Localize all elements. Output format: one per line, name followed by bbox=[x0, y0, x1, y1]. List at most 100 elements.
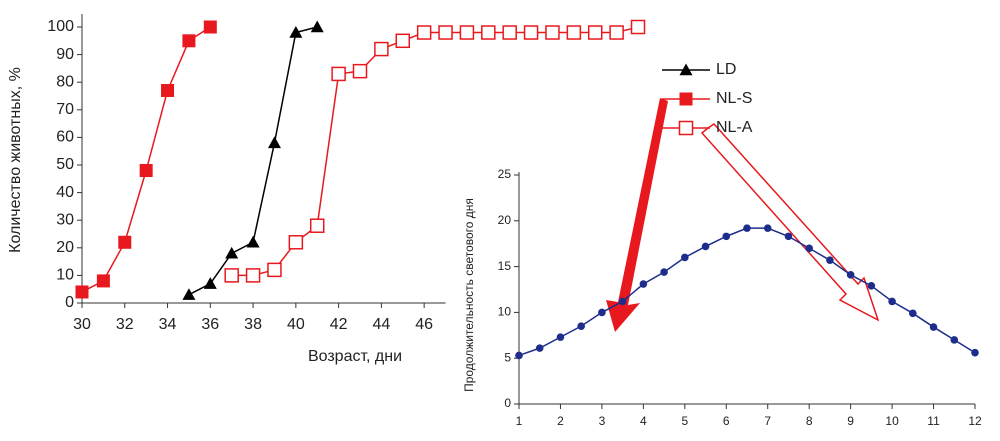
marker bbox=[182, 288, 196, 300]
x-tick-label: 34 bbox=[159, 316, 177, 333]
x-tick-label: 8 bbox=[806, 414, 813, 428]
marker bbox=[331, 66, 346, 82]
marker bbox=[950, 336, 959, 344]
arrow-nl-s bbox=[606, 98, 668, 332]
marker bbox=[556, 333, 565, 341]
marker bbox=[971, 348, 979, 357]
marker bbox=[246, 235, 260, 248]
x-tick-label: 32 bbox=[116, 316, 134, 333]
marker bbox=[245, 268, 261, 283]
marker bbox=[681, 253, 689, 262]
marker bbox=[722, 232, 731, 241]
marker bbox=[784, 232, 793, 241]
x-tick-label: 42 bbox=[330, 316, 348, 333]
marker bbox=[639, 280, 648, 288]
marker bbox=[118, 235, 132, 249]
marker bbox=[660, 268, 668, 276]
x-tick-label: 38 bbox=[244, 316, 262, 333]
x-tick-label: 2 bbox=[557, 414, 564, 428]
y-tick-label: 0 bbox=[504, 396, 511, 410]
y-tick-label: 80 bbox=[56, 73, 74, 90]
marker bbox=[267, 262, 282, 278]
y-tick-label: 10 bbox=[56, 267, 74, 284]
x-tick-label: 30 bbox=[73, 316, 91, 333]
marker bbox=[763, 224, 772, 232]
series-line bbox=[188, 26, 318, 296]
x-tick-label: 6 bbox=[723, 414, 730, 428]
y-tick-label: 10 bbox=[498, 305, 512, 319]
marker bbox=[609, 25, 624, 40]
marker bbox=[566, 25, 582, 40]
x-tick-label: 3 bbox=[599, 414, 606, 428]
marker bbox=[535, 344, 544, 352]
marker bbox=[267, 136, 281, 149]
y-tick-label: 20 bbox=[56, 239, 74, 256]
marker bbox=[75, 285, 89, 299]
y-tick-label: 20 bbox=[498, 213, 512, 227]
marker bbox=[502, 25, 517, 40]
y-tick-label: 50 bbox=[56, 156, 74, 173]
x-tick-label: 44 bbox=[372, 316, 390, 333]
x-tick-label: 46 bbox=[415, 316, 433, 333]
y-tick-label: 40 bbox=[56, 184, 74, 201]
marker bbox=[309, 218, 325, 233]
marker bbox=[139, 164, 153, 178]
x-tick-label: 10 bbox=[885, 414, 899, 428]
marker bbox=[374, 41, 389, 57]
x-tick-label: 40 bbox=[287, 316, 305, 333]
marker bbox=[161, 83, 175, 97]
marker bbox=[310, 20, 324, 33]
marker bbox=[805, 244, 813, 253]
y-tick-label: 5 bbox=[504, 350, 511, 364]
x-tick-label: 1 bbox=[516, 414, 523, 428]
y-tick-label: 90 bbox=[56, 46, 74, 63]
marker bbox=[888, 297, 896, 306]
marker bbox=[203, 277, 217, 289]
marker bbox=[288, 235, 304, 250]
legend-label: NL-A bbox=[716, 119, 753, 136]
y-tick-label: 60 bbox=[56, 129, 74, 146]
x-tick-label: 11 bbox=[927, 414, 940, 428]
series-line bbox=[81, 26, 211, 293]
marker bbox=[577, 322, 585, 330]
marker bbox=[481, 25, 496, 40]
legend-marker bbox=[679, 63, 693, 76]
x-tick-label: 4 bbox=[640, 414, 647, 428]
marker bbox=[352, 63, 368, 79]
marker bbox=[416, 25, 432, 40]
x-tick-label: 7 bbox=[764, 414, 771, 428]
series-line bbox=[518, 227, 976, 357]
marker bbox=[545, 25, 560, 40]
x-tick-label: 5 bbox=[681, 414, 688, 428]
marker bbox=[523, 25, 539, 40]
marker bbox=[96, 274, 110, 288]
marker bbox=[395, 33, 411, 49]
marker bbox=[618, 297, 627, 306]
marker bbox=[929, 323, 938, 331]
marker bbox=[587, 25, 603, 40]
marker bbox=[459, 25, 475, 40]
marker bbox=[598, 308, 606, 317]
y-tick-label: 0 bbox=[65, 294, 74, 311]
y-tick-label: 70 bbox=[56, 101, 74, 118]
marker bbox=[515, 351, 523, 360]
marker bbox=[743, 224, 751, 232]
x-axis-label: Возраст, дни bbox=[308, 348, 402, 365]
y-tick-label: 30 bbox=[56, 211, 74, 228]
marker bbox=[701, 242, 710, 251]
x-tick-label: 36 bbox=[201, 316, 219, 333]
marker bbox=[225, 246, 239, 259]
legend-label: LD bbox=[716, 61, 736, 78]
y-axis-label: Количество животных, % bbox=[7, 67, 24, 253]
marker bbox=[289, 26, 303, 38]
marker bbox=[438, 25, 453, 40]
marker bbox=[630, 19, 646, 35]
y-axis-label: Продолжительность светового дня bbox=[462, 198, 476, 392]
arrow-nl-a bbox=[700, 123, 880, 322]
y-tick-label: 15 bbox=[498, 259, 512, 273]
legend-marker bbox=[678, 120, 694, 136]
marker bbox=[826, 256, 834, 264]
legend-label: NL-S bbox=[716, 90, 752, 107]
marker bbox=[867, 282, 876, 290]
